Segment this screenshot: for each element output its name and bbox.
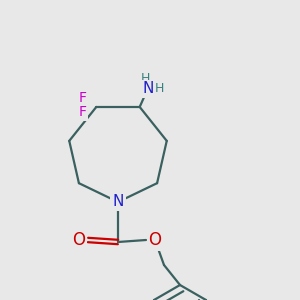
Text: H: H — [141, 73, 150, 85]
Text: H: H — [155, 82, 164, 95]
Text: N: N — [142, 82, 153, 97]
Text: O: O — [148, 231, 161, 249]
Text: F: F — [78, 91, 86, 105]
Text: N: N — [112, 194, 124, 209]
Text: F: F — [78, 105, 86, 119]
Text: O: O — [73, 231, 85, 249]
